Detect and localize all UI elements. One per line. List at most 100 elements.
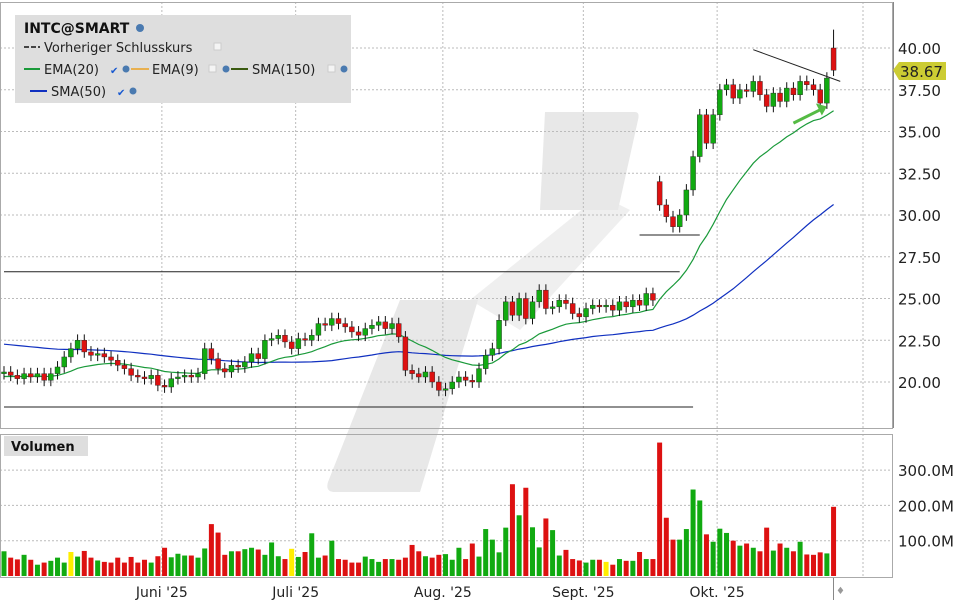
candle-body <box>824 77 830 104</box>
volume-bar <box>810 554 816 576</box>
volume-bar <box>697 500 703 576</box>
checkbox-prev-close[interactable] <box>213 42 222 51</box>
candle-body <box>141 376 148 379</box>
volume-bar <box>349 562 355 576</box>
volume-bar <box>449 559 455 576</box>
volume-bar <box>215 532 221 576</box>
volume-bar <box>101 561 107 576</box>
y-tick-label: 20.00 <box>898 374 941 392</box>
legend-ema20: EMA(20) <box>44 63 99 78</box>
volume-bar <box>429 557 435 576</box>
legend-sma150: SMA(150) <box>252 63 315 78</box>
volume-bar <box>690 489 696 576</box>
volume-axis: 100.0M 200.0M 300.0M <box>898 462 954 551</box>
x-tick-label: Juni '25 <box>135 585 188 600</box>
scroll-handle-icon[interactable]: ♦ <box>836 586 845 597</box>
volume-bar <box>148 562 154 576</box>
candle-body <box>389 323 395 329</box>
volume-bar <box>389 559 395 576</box>
legend: INTC@SMART Vorheriger Schlusskurs EMA(20… <box>15 15 351 103</box>
candle-body <box>717 89 723 115</box>
ema20-line <box>3 110 834 378</box>
volume-bar <box>88 557 94 576</box>
volume-bar <box>717 528 723 576</box>
volume-bar <box>469 543 475 576</box>
candle-body <box>335 318 342 324</box>
volume-bar <box>764 527 770 576</box>
candle-body <box>590 304 596 309</box>
candle-body <box>703 114 710 144</box>
candle-body <box>28 373 34 378</box>
candle-body <box>369 325 375 329</box>
candle-body <box>7 371 14 376</box>
legend-prev-close: Vorheriger Schlusskurs <box>44 41 193 56</box>
volume-bar <box>616 559 622 576</box>
checkbox-ema9[interactable] <box>208 64 217 73</box>
volume-tick-label: 300.0M <box>898 462 954 480</box>
candle-body <box>309 335 315 341</box>
candle-body <box>817 89 823 104</box>
globe-icon[interactable] <box>136 24 144 32</box>
candle-body <box>763 94 770 107</box>
checkbox-sma150[interactable] <box>327 64 336 73</box>
volume-bar <box>61 562 67 576</box>
volume-bar <box>309 533 315 576</box>
watermark-logo <box>327 112 639 492</box>
candle-body <box>442 388 449 391</box>
candle-body <box>295 338 302 349</box>
candle-body <box>168 378 174 388</box>
candle-body <box>804 81 810 85</box>
y-tick-label: 25.00 <box>898 291 941 309</box>
volume-bar <box>436 554 442 576</box>
candle-body <box>402 336 409 371</box>
globe-icon[interactable] <box>222 65 230 73</box>
volume-bar <box>75 556 81 576</box>
volume-bar <box>228 551 234 576</box>
volume-bar <box>48 560 54 576</box>
candle-body <box>268 338 275 341</box>
volume-bar <box>262 554 268 576</box>
volume-bar <box>824 553 830 576</box>
volume-bar <box>610 564 616 576</box>
volume-bar <box>255 549 261 576</box>
globe-icon[interactable] <box>129 87 137 95</box>
candle-body <box>676 214 683 227</box>
volume-bar <box>570 559 576 576</box>
candle-body <box>235 365 241 368</box>
volume-bar <box>282 559 288 576</box>
y-tick-label: 32.50 <box>898 165 941 183</box>
y-tick-label: 27.50 <box>898 249 941 267</box>
candle-body <box>449 381 455 389</box>
candle-body <box>161 385 168 388</box>
volume-bar <box>141 559 147 576</box>
candle-body <box>215 358 221 369</box>
volume-bar <box>14 559 20 576</box>
volume-bar <box>777 543 783 576</box>
volume-bar <box>750 547 756 576</box>
globe-icon[interactable] <box>340 65 348 73</box>
volume-bar <box>496 552 502 576</box>
volume-bar <box>81 550 87 576</box>
candle-body <box>476 368 482 383</box>
volume-bar <box>790 551 796 576</box>
volume-bar <box>422 556 428 576</box>
volume-bar <box>41 562 47 576</box>
volume-bar <box>530 527 536 576</box>
checkbox-ema20[interactable]: ✔ <box>110 66 118 77</box>
svg-text:Volumen: Volumen <box>11 440 75 455</box>
candle-body <box>690 156 696 191</box>
volume-bar <box>182 555 188 576</box>
candle-body <box>355 331 362 336</box>
volume-bar <box>576 560 582 576</box>
volume-bar <box>637 551 643 576</box>
volume-bar <box>34 564 40 576</box>
checkbox-sma50[interactable]: ✔ <box>117 88 125 99</box>
globe-icon[interactable] <box>122 65 130 73</box>
volume-bar <box>249 547 255 576</box>
volume-bar <box>322 555 328 576</box>
volume-bar <box>68 551 74 576</box>
arrow-head-icon <box>815 103 827 116</box>
candle-body <box>329 318 335 326</box>
candle-body <box>208 348 215 359</box>
candle-body <box>636 299 643 306</box>
